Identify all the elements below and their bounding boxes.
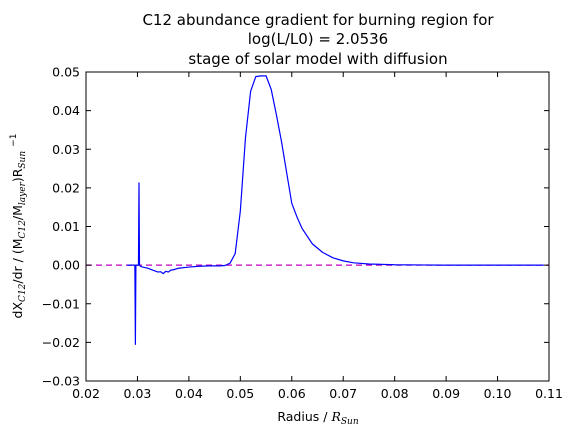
y-tick-label: 0.05 <box>52 65 80 80</box>
y-tick-label: 0.03 <box>52 142 80 157</box>
x-tick-label: 0.02 <box>72 386 100 401</box>
chart-title: C12 abundance gradient for burning regio… <box>142 11 494 68</box>
plot-frame <box>85 71 550 382</box>
y-tick-label: −0.03 <box>42 374 80 389</box>
ticks-layer: 0.02 0.03 0.04 0.05 0.06 0.07 0.08 0.09 0.10 0.11… <box>42 65 563 402</box>
y-tick-label: −0.01 <box>42 296 80 311</box>
title-line-1: C12 abundance gradient for burning regio… <box>142 11 494 29</box>
x-tick-label: 0.09 <box>432 386 460 401</box>
y-label-mid3: )R <box>10 168 25 182</box>
y-tick-label: 0.00 <box>52 258 80 273</box>
y-tick-label: 0.02 <box>52 180 80 195</box>
y-tick-label: −0.02 <box>42 335 80 350</box>
series-layer <box>86 75 549 345</box>
title-line-2: log(L/L0) = 2.0536 <box>248 30 388 48</box>
y-label-mid2: /M <box>10 205 25 220</box>
title-line-3: stage of solar model with diffusion <box>188 50 447 68</box>
x-axis-label: Radius / RSun <box>277 409 358 427</box>
x-tick-label: 0.11 <box>535 386 563 401</box>
x-axis-label-math: R <box>330 409 340 424</box>
gradient-series-line <box>127 75 544 345</box>
x-axis-label-text: Radius / <box>277 409 331 424</box>
y-label-mid: /dr / (M <box>10 238 25 283</box>
y-tick-label: 0.04 <box>52 103 80 118</box>
x-tick-label: 0.07 <box>329 386 357 401</box>
y-label-prefix: dX <box>10 302 25 319</box>
y-label-sub4: Sun <box>18 151 28 169</box>
x-tick-label: 0.08 <box>381 386 409 401</box>
y-label-sub2: C12 <box>18 220 28 239</box>
y-tick-label: 0.01 <box>52 219 80 234</box>
x-tick-label: 0.10 <box>484 386 512 401</box>
x-tick-label: 0.03 <box>124 386 152 401</box>
x-tick-label: 0.06 <box>278 386 306 401</box>
y-label-sup: −1 <box>9 134 19 147</box>
x-tick-label: 0.04 <box>175 386 203 401</box>
y-label-sub1: C12 <box>18 283 28 302</box>
y-label-sub3: layer <box>18 181 28 205</box>
y-axis-label: dXC12/dr / (MC12/Mlayer)RSun−1 <box>9 134 28 319</box>
x-axis-label-sub: Sun <box>341 417 359 427</box>
x-tick-label: 0.05 <box>226 386 254 401</box>
